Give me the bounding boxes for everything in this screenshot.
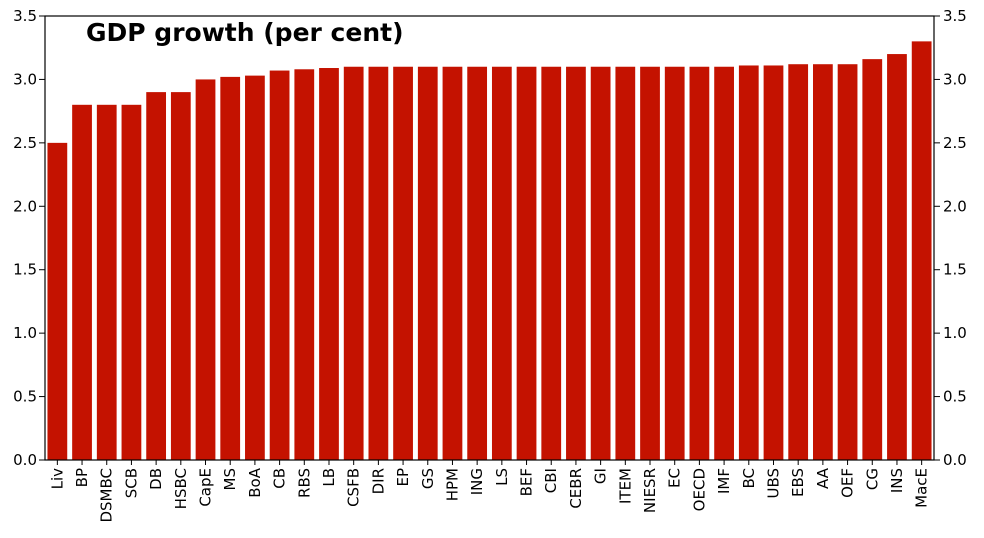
bar-cb: [269, 70, 290, 461]
x-tick-label-bc: BC: [740, 468, 758, 489]
bar-aa: [813, 64, 833, 461]
y-tick-label-right: 1.5: [943, 261, 967, 279]
y-tick-label-left: 1.0: [13, 324, 37, 342]
axes-group: [44, 15, 935, 461]
bar-ubs: [763, 65, 784, 460]
bar-scb: [121, 104, 142, 461]
bar-ms: [220, 76, 241, 460]
x-tick-label-cg: CG: [863, 468, 881, 490]
bar-cg: [862, 59, 883, 460]
bar-hsbc: [170, 92, 191, 461]
bar-gi: [590, 66, 611, 461]
bar-ebs: [788, 64, 809, 461]
x-tick-label-cape: CapE: [197, 468, 215, 507]
bar-cbi: [541, 66, 562, 461]
x-tick-label-ep: EP: [394, 468, 412, 487]
x-tick-label-bef: BEF: [518, 468, 536, 496]
bar-dsmbc: [96, 104, 117, 461]
bar-ec: [664, 66, 685, 461]
y-tick-label-right: 3.0: [943, 70, 967, 88]
y-tick-label-left: 3.5: [13, 7, 37, 25]
x-tick-label-hpm: HPM: [443, 468, 461, 501]
y-tick-label-left: 3.0: [13, 70, 37, 88]
x-tick-label-ubs: UBS: [764, 468, 782, 499]
bar-db: [146, 92, 167, 461]
x-tick-label-oef: OEF: [839, 468, 857, 498]
bar-ls: [491, 66, 512, 461]
x-tick-label-bp: BP: [73, 468, 91, 487]
bar-boa: [245, 75, 265, 461]
x-tick-label-boa: BoA: [246, 467, 264, 497]
x-tick-label-cb: CB: [271, 468, 289, 489]
bar-bef: [516, 66, 537, 461]
right-y-axis: 0.0 0.5 1.0 1.5 2.0 2.5 3.0 3.5: [934, 7, 967, 469]
y-tick-label-left: 2.5: [13, 134, 37, 152]
bar-gs: [417, 66, 438, 461]
bar-hpm: [442, 66, 463, 461]
bar-cebr: [566, 66, 586, 461]
x-tick-label-cbi: CBI: [542, 468, 560, 493]
x-tick-label-niesr: NIESR: [641, 468, 659, 513]
y-tick-label-right: 1.0: [943, 324, 967, 342]
x-tick-label-mace: MacE: [913, 468, 931, 508]
bar-liv: [47, 142, 68, 461]
x-tick-label-oecd: OECD: [690, 468, 708, 511]
x-tick-label-ec: EC: [666, 468, 684, 488]
y-tick-label-left: 1.5: [13, 261, 37, 279]
x-tick-label-ls: LS: [493, 468, 511, 486]
x-tick-label-dsmbc: DSMBC: [98, 468, 116, 523]
y-tick-label-right: 0.5: [943, 388, 967, 406]
x-tick-label-ing: ING: [468, 468, 486, 495]
y-tick-label-left: 2.0: [13, 197, 37, 215]
y-tick-label-left: 0.5: [13, 388, 37, 406]
bar-cape: [195, 79, 216, 461]
x-tick-label-db: DB: [147, 468, 165, 490]
x-tick-label-csfb: CSFB: [345, 468, 363, 507]
y-tick-label-left: 0.0: [13, 451, 37, 469]
y-tick-label-right: 2.5: [943, 134, 967, 152]
x-tick-label-dir: DIR: [369, 468, 387, 494]
y-tick-label-right: 0.0: [943, 451, 967, 469]
bar-bc: [738, 65, 759, 460]
x-tick-label-liv: Liv: [48, 468, 66, 490]
bar-item: [615, 66, 636, 461]
x-tick-label-ebs: EBS: [789, 468, 807, 497]
x-tick-label-aa: AA: [814, 467, 832, 489]
bar-ins: [887, 54, 907, 461]
y-tick-label-right: 3.5: [943, 7, 967, 25]
bar-ing: [467, 66, 488, 461]
bar-csfb: [343, 66, 364, 461]
bar-niesr: [640, 66, 660, 461]
bar-oecd: [689, 66, 710, 461]
left-y-axis: 0.0 0.5 1.0 1.5 2.0 2.5 3.0 3.5: [13, 7, 45, 469]
x-tick-label-gi: GI: [592, 468, 610, 484]
x-tick-label-gs: GS: [419, 468, 437, 489]
x-tick-label-ins: INS: [888, 468, 906, 493]
x-axis-categories: Liv BP DSMBC SCB DB HSBC CapE MS BoA CB RBS LB CSFB D…: [48, 460, 931, 523]
x-tick-label-rbs: RBS: [295, 468, 313, 498]
plot-frame: [44, 15, 935, 461]
bars-group: [47, 41, 932, 461]
bar-oef: [837, 64, 858, 461]
bar-rbs: [294, 69, 315, 460]
bar-mace: [911, 41, 932, 461]
x-tick-label-ms: MS: [221, 468, 239, 490]
x-tick-label-cebr: CEBR: [567, 468, 585, 509]
x-tick-label-hsbc: HSBC: [172, 468, 190, 509]
bar-bp: [72, 104, 92, 461]
x-tick-label-imf: IMF: [715, 468, 733, 494]
x-tick-label-scb: SCB: [122, 468, 140, 498]
y-tick-label-right: 2.0: [943, 197, 967, 215]
bar-imf: [714, 66, 734, 461]
bar-ep: [393, 66, 413, 461]
chart-title: GDP growth (per cent): [86, 18, 404, 47]
x-tick-label-item: ITEM: [616, 468, 634, 504]
bar-lb: [319, 68, 339, 460]
bar-dir: [368, 66, 389, 461]
x-tick-label-lb: LB: [320, 468, 338, 487]
